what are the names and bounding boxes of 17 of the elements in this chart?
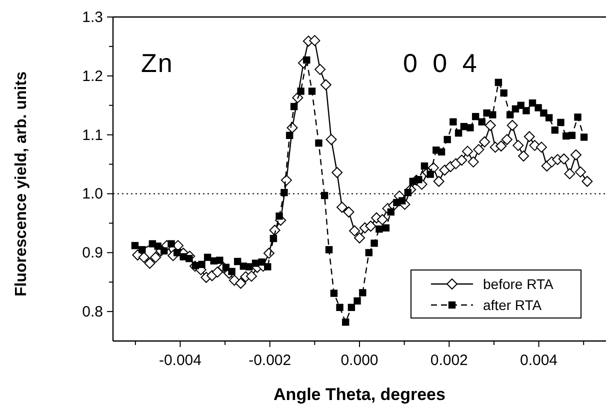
legend-label: before RTA	[483, 276, 554, 292]
x-tick-label: 0.000	[340, 352, 378, 369]
y-axis-title: Fluorescence yield, arb. units	[13, 71, 30, 296]
y-tick-label: 1.2	[82, 68, 103, 85]
y-tick-label: 1.3	[82, 9, 103, 26]
y-tick-label: 0.8	[82, 304, 103, 321]
legend-label: after RTA	[483, 297, 542, 313]
x-tick-label: 0.004	[520, 352, 558, 369]
annotation: 0 0 4	[403, 48, 481, 78]
annotation: Zn	[141, 48, 174, 78]
y-tick-label: 0.9	[82, 244, 103, 262]
x-tick-label: -0.004	[158, 352, 202, 369]
y-tick-label: 1.0	[82, 186, 103, 203]
x-axis-title: Angle Theta, degrees	[274, 385, 446, 404]
y-tick-label: 1.1	[82, 126, 103, 144]
x-tick-label: 0.002	[430, 352, 468, 369]
x-tick-label: -0.002	[248, 352, 292, 369]
